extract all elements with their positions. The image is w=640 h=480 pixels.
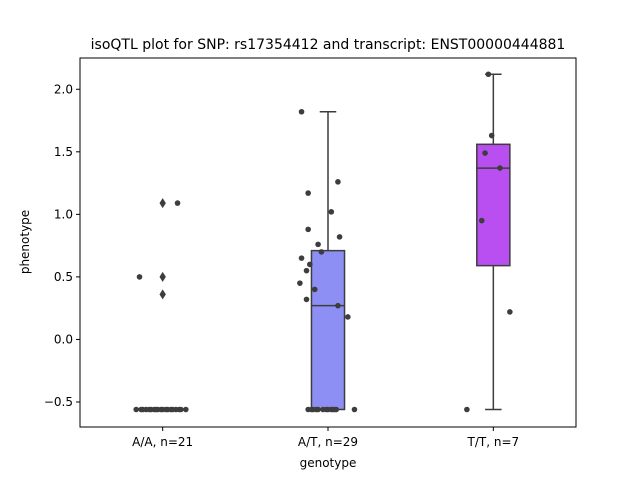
data-point — [140, 406, 146, 413]
data-point — [159, 406, 166, 413]
data-point — [305, 190, 311, 196]
y-tick-label: 2.0 — [54, 82, 73, 96]
boxes-layer — [146, 73, 511, 411]
data-point — [305, 226, 311, 233]
x-axis-label: genotype — [300, 456, 357, 470]
data-point — [183, 406, 189, 413]
data-point — [146, 406, 153, 413]
data-point — [328, 209, 335, 215]
data-point — [298, 255, 305, 261]
data-point — [351, 406, 358, 413]
data-point — [169, 406, 176, 413]
data-point — [464, 406, 470, 413]
y-axis-label: phenotype — [18, 210, 32, 274]
data-point — [174, 200, 181, 206]
data-point — [303, 267, 310, 274]
box — [476, 143, 511, 267]
data-point — [507, 309, 513, 315]
data-point — [151, 406, 158, 413]
data-point — [308, 406, 315, 413]
outlier-marker — [159, 198, 166, 209]
data-point — [298, 108, 305, 115]
data-point — [164, 406, 171, 413]
data-point — [331, 406, 338, 413]
data-point — [335, 302, 341, 309]
data-point — [315, 241, 321, 248]
data-point — [313, 406, 320, 413]
data-point — [303, 296, 310, 303]
box — [310, 249, 346, 411]
data-point — [482, 150, 488, 156]
data-point — [485, 71, 492, 78]
data-point — [136, 274, 143, 280]
outlier-marker — [159, 271, 166, 282]
y-tick-label: 0.5 — [54, 270, 73, 284]
x-tick-label: T/T, n=7 — [467, 435, 520, 449]
y-axis: −0.5 0.0 0.5 1.0 1.5 2.0 — [44, 82, 80, 409]
data-point — [307, 261, 313, 268]
data-point — [336, 234, 343, 240]
y-tick-label: 1.0 — [54, 207, 73, 221]
y-tick-label: −0.5 — [44, 395, 73, 409]
data-point — [488, 132, 495, 139]
data-point — [497, 165, 503, 171]
data-point — [478, 217, 485, 224]
y-tick-label: 0.0 — [54, 332, 73, 346]
data-point — [318, 249, 325, 255]
x-tick-label: A/T, n=29 — [298, 435, 358, 449]
x-tick-label: A/A, n=21 — [132, 435, 193, 449]
data-point — [297, 280, 303, 286]
data-point — [335, 179, 341, 185]
data-point — [133, 406, 140, 413]
y-tick-label: 1.5 — [54, 145, 73, 159]
data-point — [311, 286, 318, 293]
data-point — [323, 406, 330, 413]
points-layer — [133, 71, 513, 413]
chart-title: isoQTL plot for SNP: rs17354412 and tran… — [91, 37, 566, 53]
data-point — [345, 314, 351, 320]
outlier-marker — [159, 289, 166, 300]
data-point — [176, 406, 182, 413]
x-axis: A/A, n=21 A/T, n=29 T/T, n=7 — [132, 427, 519, 449]
